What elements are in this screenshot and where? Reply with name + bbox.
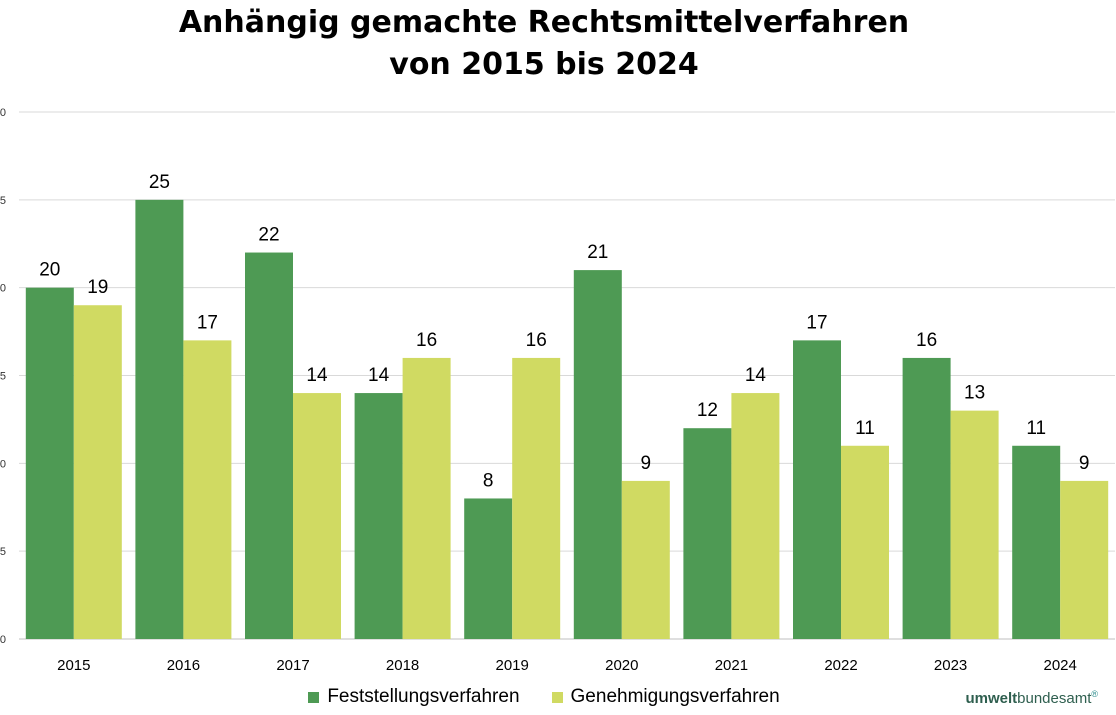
data-label: 16	[916, 330, 937, 351]
bar-genehmigungsverfahren-2016	[183, 340, 232, 639]
data-label: 17	[197, 312, 218, 333]
logo-mark-icon: ®	[1091, 689, 1098, 699]
legend-label: Genehmigungsverfahren	[570, 686, 780, 707]
legend-label: Feststellungsverfahren	[327, 686, 520, 707]
bar-feststellungsverfahren-2023	[902, 357, 951, 639]
y-tick-label: 0	[0, 458, 6, 470]
x-tick-label: 2020	[605, 657, 638, 674]
data-label: 16	[526, 330, 547, 351]
chart-title-line-2: von 2015 bis 2024	[389, 47, 699, 82]
x-tick-label: 2016	[167, 657, 200, 674]
data-label: 14	[368, 365, 390, 386]
logo-text-rest: bundesamt	[1017, 690, 1092, 707]
data-label: 22	[258, 225, 279, 246]
x-tick-label: 2021	[715, 657, 748, 674]
x-tick-label: 2015	[57, 657, 90, 674]
data-label: 11	[855, 418, 875, 439]
data-label: 21	[587, 242, 608, 263]
y-tick-label: 0	[0, 283, 6, 295]
bar-genehmigungsverfahren-2022	[841, 445, 889, 639]
bar-genehmigungsverfahren-2018	[402, 357, 451, 639]
data-label: 9	[1079, 453, 1090, 474]
data-label: 12	[697, 400, 718, 421]
bar-genehmigungsverfahren-2024	[1060, 480, 1109, 639]
data-label: 20	[39, 260, 60, 281]
x-tick-label: 2018	[386, 657, 419, 674]
data-label: 14	[745, 365, 767, 386]
bar-genehmigungsverfahren-2023	[950, 410, 999, 639]
legend-swatch	[551, 691, 563, 703]
x-axis-ticks: 2015 2016 2017 2018 2019 2020 2021 2022 2023 2024	[57, 657, 1077, 674]
chart-title-line-1: Anhängig gemachte Rechtsmittelverfahren	[178, 5, 910, 40]
bar-feststellungsverfahren-2022	[793, 340, 841, 639]
x-tick-label: 2022	[824, 657, 857, 674]
data-label: 9	[641, 453, 652, 474]
y-tick-label: 5	[0, 195, 6, 207]
data-label: 25	[149, 172, 170, 193]
data-label: 17	[806, 312, 827, 333]
bar-genehmigungsverfahren-2019	[512, 357, 561, 639]
y-tick-label: 5	[0, 371, 6, 383]
logo-text-strong: umwelt	[965, 690, 1018, 707]
legend-item: Genehmigungsverfahren	[551, 686, 780, 708]
bar-genehmigungsverfahren-2021	[731, 393, 780, 639]
x-tick-label: 2024	[1044, 657, 1077, 674]
bar-feststellungsverfahren-2021	[683, 428, 732, 639]
data-label: 14	[306, 365, 328, 386]
data-label: 16	[416, 330, 437, 351]
x-tick-label: 2017	[276, 657, 309, 674]
legend-item: Feststellungsverfahren	[308, 686, 520, 708]
y-tick-label: 0	[0, 107, 6, 119]
y-tick-label: 0	[0, 634, 6, 646]
x-tick-label: 2019	[496, 657, 529, 674]
chart-title: Anhängig gemachte Rechtsmittelverfahren …	[0, 2, 1088, 86]
data-label: 13	[964, 383, 985, 404]
legend-swatch	[308, 691, 320, 703]
bar-feststellungsverfahren-2018	[354, 393, 403, 639]
y-tick-label: 5	[0, 546, 6, 558]
x-tick-label: 2023	[934, 657, 967, 674]
data-label: 19	[87, 277, 108, 298]
bar-feststellungsverfahren-2016	[135, 199, 184, 640]
legend: Feststellungsverfahren Genehmigungsverfah…	[0, 686, 1088, 709]
bar-genehmigungsverfahren-2017	[293, 393, 341, 639]
umweltbundesamt-logo: umweltbundesamt®	[965, 689, 1098, 707]
y-axis-ticks: 0 5 0 5 0 5 0	[0, 107, 6, 646]
bar-feststellungsverfahren-2019	[464, 498, 513, 639]
data-labels: 20 19 25 17 22 14 14 16 8 16 21 9 12 14 17 11 16 13 11 9	[39, 172, 1089, 492]
data-label: 8	[483, 470, 494, 491]
bar-feststellungsverfahren-2024	[1012, 445, 1061, 639]
bar-feststellungsverfahren-2017	[245, 252, 293, 640]
bar-genehmigungsverfahren-2015	[73, 305, 122, 639]
bar-feststellungsverfahren-2020	[573, 270, 622, 639]
bar-genehmigungsverfahren-2020	[621, 480, 670, 639]
data-label: 11	[1026, 418, 1046, 439]
bar-feststellungsverfahren-2015	[25, 287, 74, 639]
bars	[25, 199, 1109, 640]
